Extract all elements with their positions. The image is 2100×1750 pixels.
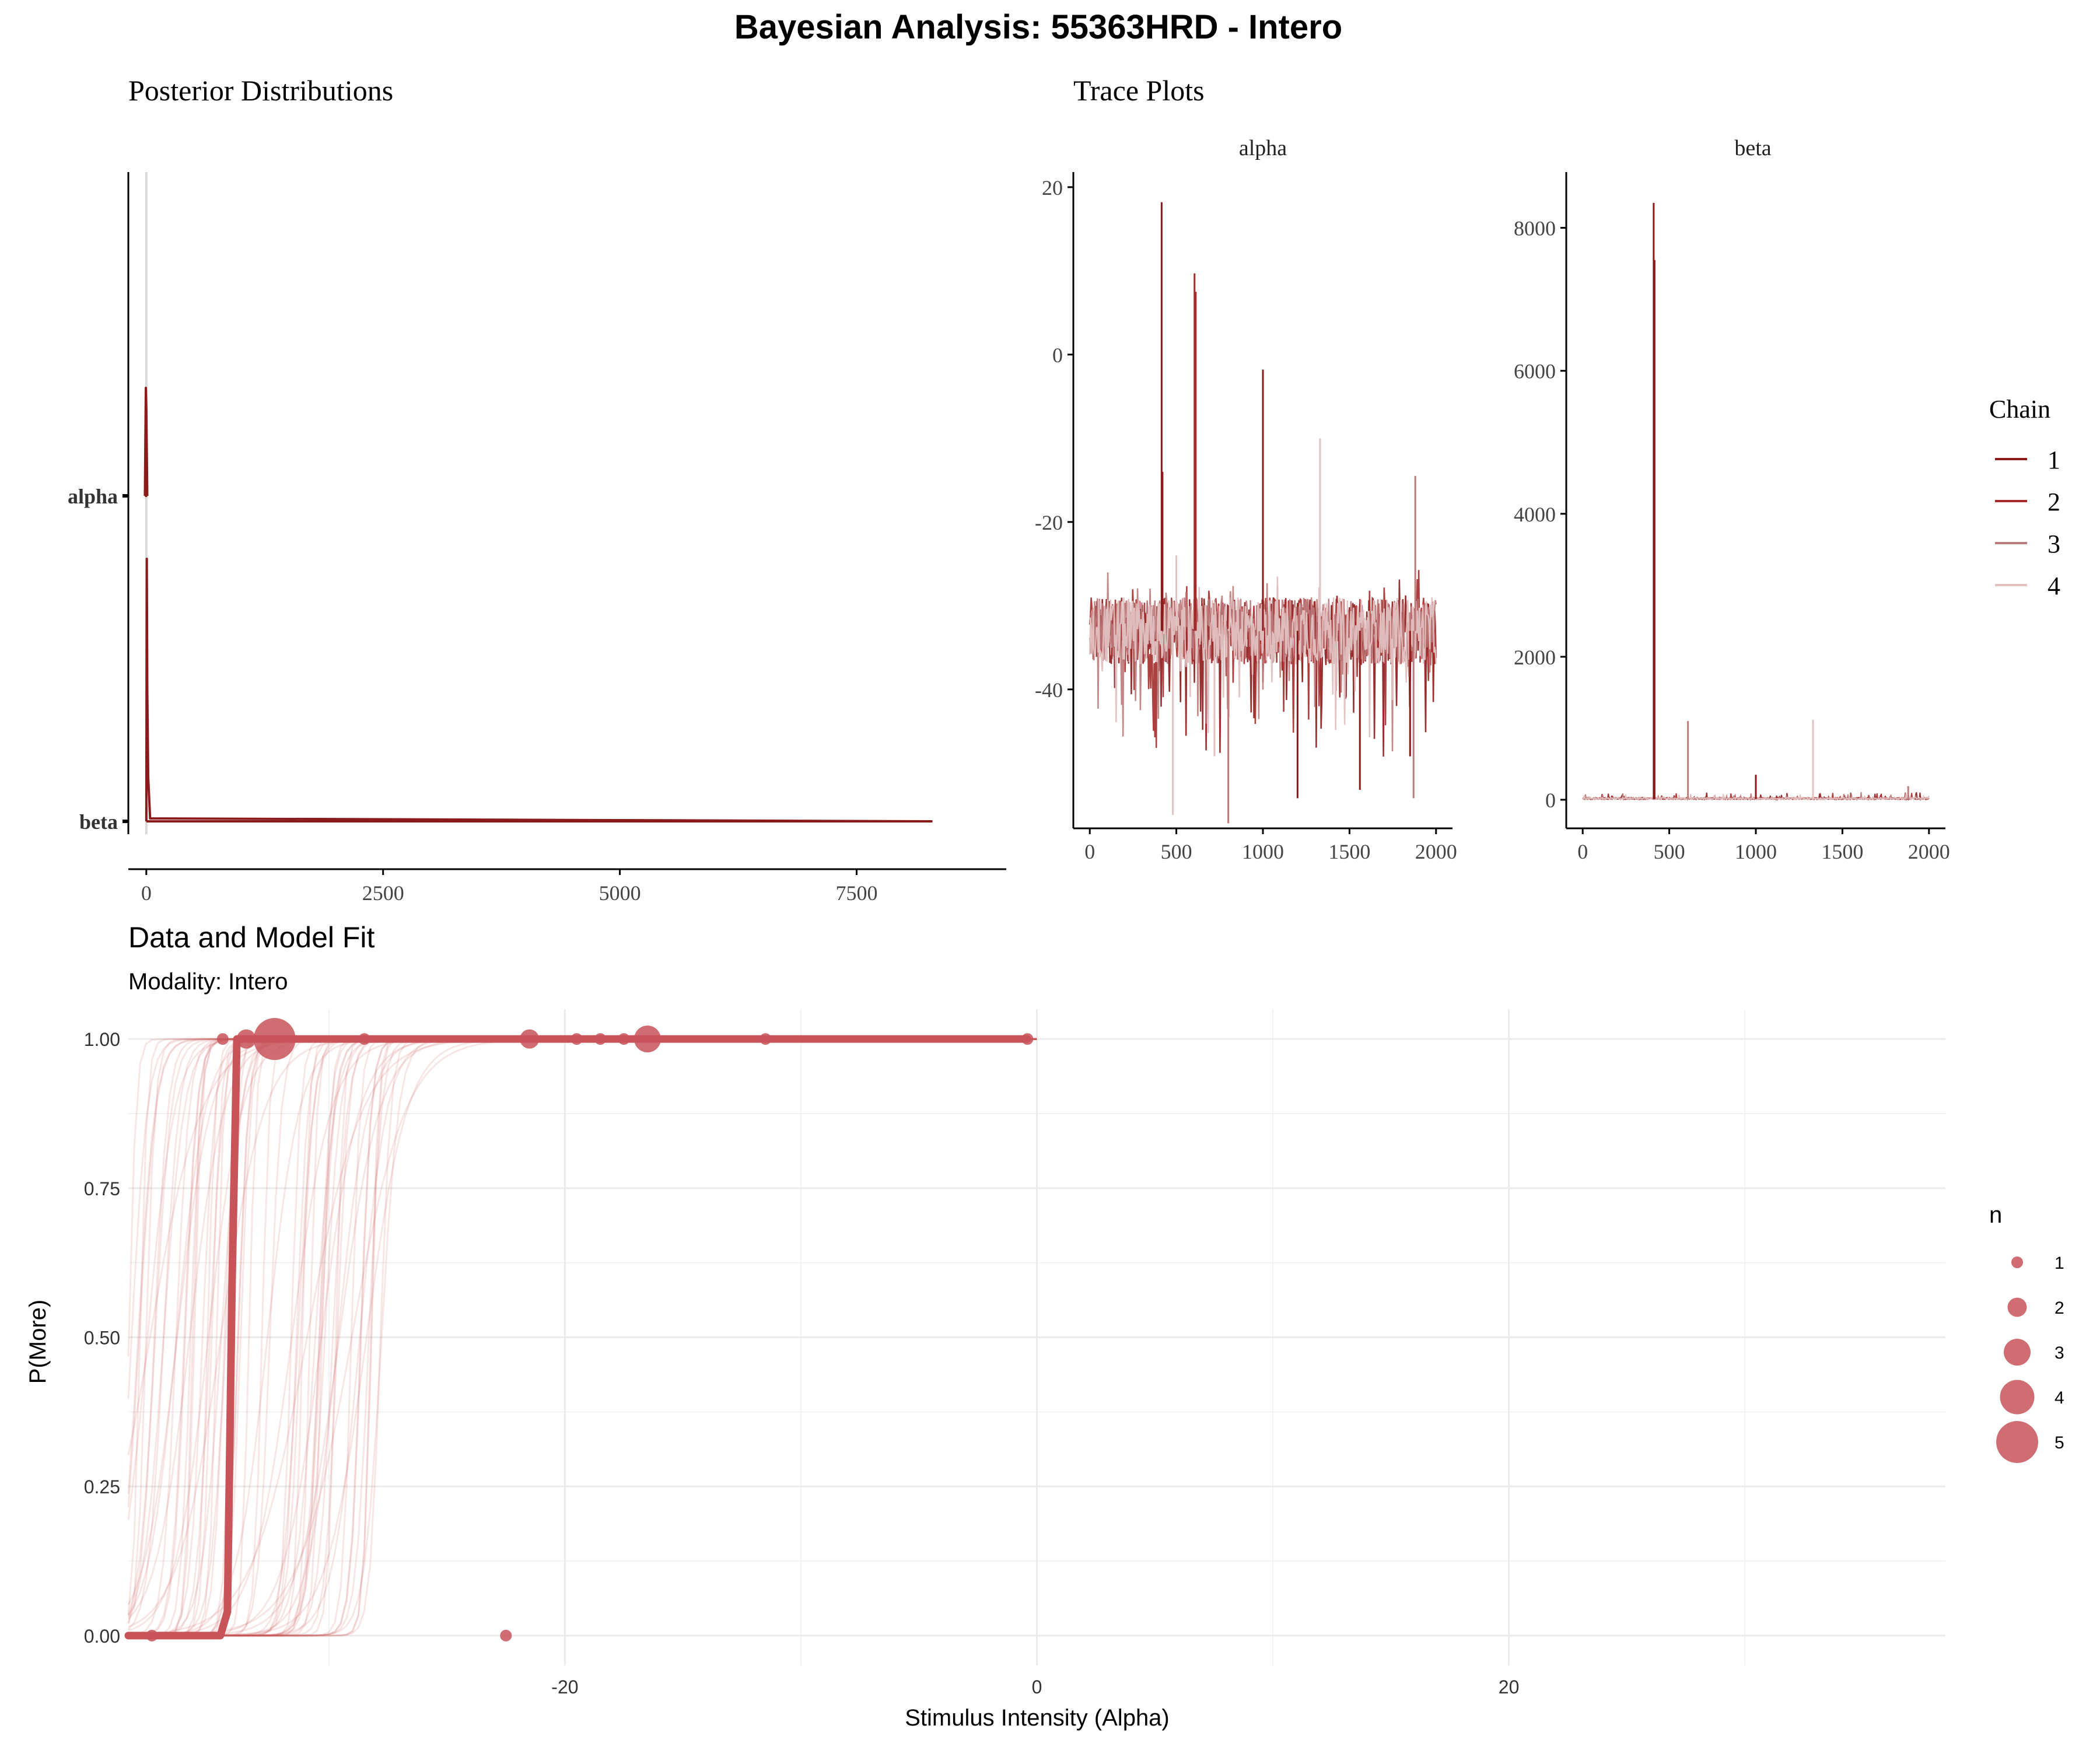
chain-legend-label-3: 3 — [2048, 530, 2060, 558]
posterior-xtick-label-2500: 2500 — [362, 881, 404, 905]
posterior-title: Posterior Distributions — [128, 74, 393, 107]
posterior-density-beta — [145, 558, 933, 822]
posterior-ytick-label-alpha: alpha — [68, 485, 118, 508]
chain-legend-items: 1 2 3 4 — [1995, 446, 2060, 600]
chain-legend-title: Chain — [1989, 395, 2050, 424]
fit-point-6 — [520, 1029, 540, 1049]
fit-marks: 0.00 0.25 0.50 0.75 1.00 -20 0 20 — [84, 1009, 1945, 1698]
n-legend-key-4 — [2000, 1380, 2035, 1415]
fit-point-9 — [618, 1033, 630, 1045]
trace-beta-strip: beta — [1734, 136, 1771, 160]
fit-point-5 — [358, 1033, 370, 1045]
posterior-xtick-label-5000: 5000 — [599, 881, 641, 905]
chain-legend-label-2: 2 — [2048, 488, 2060, 516]
trace-alpha-ytick-label-0: 0 — [1052, 344, 1063, 367]
fit-point-12 — [1021, 1033, 1034, 1045]
posterior-density-alpha — [144, 387, 149, 496]
trace-panel: Trace Plots alpha beta 20 0 -20 -40 0 500 1000… — [1035, 74, 1950, 863]
fit-ylabel: P(More) — [25, 1300, 51, 1384]
n-legend-label-3: 3 — [2054, 1343, 2064, 1363]
chain-legend-label-4: 4 — [2048, 572, 2060, 600]
fit-point-0 — [146, 1629, 158, 1642]
posterior-xtick-label-0: 0 — [141, 881, 152, 905]
trace-alpha-marks: 20 0 -20 -40 0 500 1000 1500 2000 — [1035, 172, 1457, 863]
posterior-ytick-label-beta: beta — [79, 810, 118, 834]
n-legend-label-4: 4 — [2054, 1388, 2064, 1408]
trace-alpha-ytick-label--20: -20 — [1035, 511, 1063, 534]
trace-alpha-ytick-label-20: 20 — [1042, 176, 1063, 200]
fit-point-8 — [594, 1033, 607, 1045]
fit-point-11 — [760, 1033, 772, 1045]
n-legend-key-5 — [1996, 1421, 2038, 1463]
n-legend-items: 1 2 3 4 5 — [1996, 1254, 2064, 1463]
fit-ytick-label-1: 0.25 — [84, 1476, 120, 1497]
fit-title: Data and Model Fit — [128, 921, 375, 954]
fit-panel: Data and Model Fit Modality: Intero Stim… — [25, 921, 1945, 1731]
n-legend-label-2: 2 — [2054, 1298, 2064, 1318]
fit-ytick-label-3: 0.75 — [84, 1178, 120, 1199]
trace-alpha-strip: alpha — [1239, 136, 1287, 160]
trace-beta-xtick-label-500: 500 — [1654, 840, 1685, 863]
posterior-xtick-label-7500: 7500 — [835, 881, 877, 905]
n-legend-key-3 — [2004, 1339, 2031, 1366]
trace-beta-ytick-label-8000: 8000 — [1514, 217, 1556, 240]
fit-point-1 — [500, 1629, 512, 1642]
fit-ytick-label-0: 0.00 — [84, 1626, 120, 1647]
posterior-marks: alpha beta 0 2500 5000 7500 — [68, 172, 1006, 905]
trace-beta-xtick-label-1000: 1000 — [1735, 840, 1777, 863]
chain-legend-label-1: 1 — [2048, 446, 2060, 474]
trace-alpha-xtick-label-2000: 2000 — [1415, 840, 1457, 863]
n-legend: n 1 2 3 4 5 — [1989, 1202, 2064, 1463]
figure-title: Bayesian Analysis: 55363HRD - Intero — [734, 8, 1342, 46]
trace-beta-marks: 8000 6000 4000 2000 0 0 500 1000 1500 2000 — [1514, 172, 1950, 863]
fit-point-2 — [216, 1033, 229, 1045]
fit-xlabel: Stimulus Intensity (Alpha) — [905, 1705, 1170, 1731]
n-legend-label-1: 1 — [2054, 1254, 2064, 1273]
trace-beta-ytick-label-4000: 4000 — [1514, 503, 1556, 526]
fit-subtitle: Modality: Intero — [128, 969, 288, 995]
trace-beta-ytick-label-0: 0 — [1545, 789, 1556, 812]
n-legend-key-1 — [2011, 1256, 2023, 1268]
trace-beta-xtick-label-1500: 1500 — [1821, 840, 1863, 863]
trace-alpha-xtick-label-500: 500 — [1161, 840, 1192, 863]
trace-beta-ytick-label-6000: 6000 — [1514, 360, 1556, 383]
trace-title: Trace Plots — [1073, 74, 1205, 107]
fit-xtick-label-0: 0 — [1032, 1676, 1042, 1698]
trace-alpha-xtick-label-1500: 1500 — [1328, 840, 1370, 863]
fit-xtick-label-20: 20 — [1499, 1676, 1520, 1698]
trace-alpha-chain-3 — [1088, 572, 1437, 752]
fit-point-10 — [634, 1026, 661, 1053]
n-legend-title: n — [1989, 1202, 2002, 1228]
fit-xtick-label--20: -20 — [551, 1676, 578, 1698]
trace-alpha-xtick-label-1000: 1000 — [1242, 840, 1284, 863]
fit-ytick-label-4: 1.00 — [84, 1029, 120, 1050]
trace-beta-xtick-label-0: 0 — [1577, 840, 1588, 863]
n-legend-label-5: 5 — [2054, 1433, 2064, 1452]
trace-alpha-chain-4 — [1088, 576, 1437, 738]
chain-legend: Chain 1 2 3 4 — [1989, 395, 2060, 600]
trace-beta-ytick-label-2000: 2000 — [1514, 646, 1556, 669]
trace-beta-xtick-label-2000: 2000 — [1908, 840, 1950, 863]
fit-point-3 — [236, 1029, 256, 1049]
fit-point-4 — [253, 1018, 296, 1060]
trace-alpha-ytick-label--40: -40 — [1035, 678, 1063, 702]
trace-alpha-xtick-label-0: 0 — [1084, 840, 1095, 863]
posterior-panel: Posterior Distributions alpha beta 0 2500 50… — [68, 74, 1006, 905]
fit-point-7 — [570, 1033, 583, 1045]
fit-ytick-label-2: 0.50 — [84, 1328, 120, 1349]
n-legend-key-2 — [2007, 1297, 2027, 1317]
